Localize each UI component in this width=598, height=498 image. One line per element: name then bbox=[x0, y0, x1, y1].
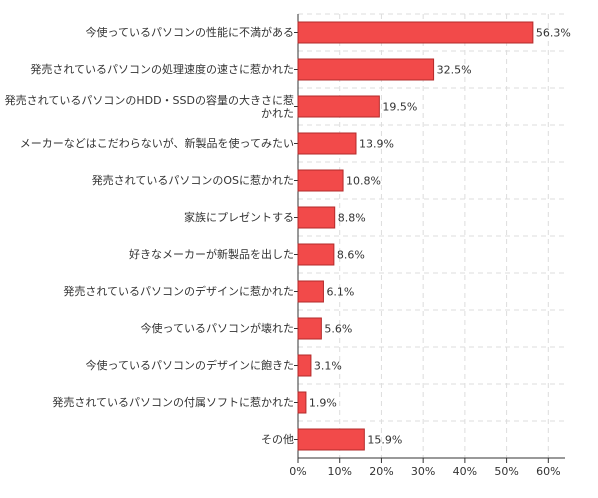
x-tick-label: 20% bbox=[369, 465, 393, 478]
y-tick-label: 発売されているパソコンのOSに惹かれた bbox=[91, 174, 294, 187]
x-tick-label: 40% bbox=[453, 465, 477, 478]
y-tick-label: 今使っているパソコンが壊れた bbox=[140, 322, 294, 335]
value-label: 13.9% bbox=[359, 138, 394, 151]
x-tick-label: 50% bbox=[494, 465, 518, 478]
y-tick-label: 家族にプレゼントする bbox=[184, 211, 294, 224]
value-label: 5.6% bbox=[324, 323, 352, 336]
value-label: 1.9% bbox=[309, 397, 337, 410]
bar bbox=[297, 95, 380, 118]
bar bbox=[297, 354, 312, 377]
bar bbox=[297, 243, 335, 266]
value-label: 32.5% bbox=[437, 64, 472, 77]
y-tick-label: 発売されているパソコンのデザインに惹かれた bbox=[63, 285, 294, 298]
x-tick-label: 0% bbox=[289, 465, 306, 478]
bar bbox=[297, 206, 336, 229]
bar bbox=[297, 428, 365, 451]
x-tick-label: 30% bbox=[411, 465, 435, 478]
value-label: 15.9% bbox=[367, 434, 402, 447]
x-tick-label: 10% bbox=[327, 465, 351, 478]
x-tick-label: 60% bbox=[536, 465, 560, 478]
y-tick-label: 好きなメーカーが新製品を出した bbox=[129, 248, 294, 261]
y-tick-label: メーカーなどはこだわらないが、新製品を使ってみたい bbox=[19, 137, 294, 150]
y-tick-label: 今使っているパソコンの性能に不満がある bbox=[85, 26, 294, 39]
bar bbox=[297, 132, 357, 155]
bar bbox=[297, 58, 435, 81]
value-label: 8.8% bbox=[338, 212, 366, 225]
bar bbox=[297, 391, 307, 414]
value-label: 8.6% bbox=[337, 249, 365, 262]
value-label: 10.8% bbox=[346, 175, 381, 188]
y-tick-label: 今使っているパソコンのデザインに飽きた bbox=[85, 359, 294, 372]
y-tick-label: その他 bbox=[261, 433, 294, 446]
value-label: 19.5% bbox=[382, 101, 417, 114]
y-tick-label: 発売されているパソコンの付属ソフトに惹かれた bbox=[52, 396, 294, 409]
bar bbox=[297, 21, 534, 44]
bar bbox=[297, 169, 344, 192]
value-label: 3.1% bbox=[314, 360, 342, 373]
value-label: 6.1% bbox=[326, 286, 354, 299]
bar bbox=[297, 280, 324, 303]
y-tick-label: 発売されているパソコンのHDD・SSDの容量の大きさに惹かれた bbox=[4, 93, 294, 120]
y-tick-label: 発売されているパソコンの処理速度の速さに惹かれた bbox=[30, 63, 294, 76]
value-label: 56.3% bbox=[536, 27, 571, 40]
bar bbox=[297, 317, 322, 340]
